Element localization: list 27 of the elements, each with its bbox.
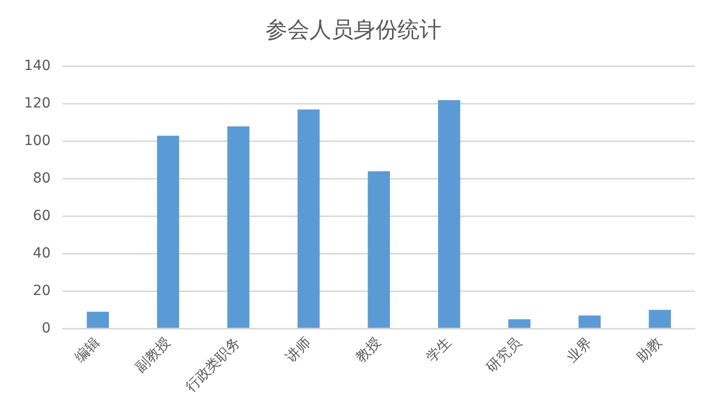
bar [157,136,180,328]
bar [438,100,460,328]
x-tick-label: 副教授 [132,334,174,376]
x-tick-label: 编辑 [72,334,104,366]
x-tick-label: 业界 [564,334,596,366]
y-tick-label: 80 [32,170,51,186]
y-tick-label: 140 [24,58,51,74]
bar [578,316,601,328]
bar [648,310,671,328]
y-tick-label: 20 [32,282,51,299]
y-tick-label: 120 [24,96,51,112]
bar [508,319,530,328]
chart-title: 参会人员身份统计 [266,18,442,43]
x-tick-label: 教授 [353,334,384,366]
y-tick-label: 0 [42,320,51,336]
x-tick-label: 行政类职务 [182,334,244,396]
x-tick-label: 助教 [634,334,666,366]
x-tick-label: 学生 [423,334,455,366]
x-tick-label: 讲师 [282,334,314,366]
bar [298,109,320,328]
y-tick-label: 100 [24,132,51,149]
bar [86,312,109,328]
bar [368,171,390,328]
y-tick-label: 60 [32,208,51,224]
bar [227,126,250,328]
y-tick-label: 40 [32,245,51,262]
x-tick-label: 研究员 [484,334,525,376]
